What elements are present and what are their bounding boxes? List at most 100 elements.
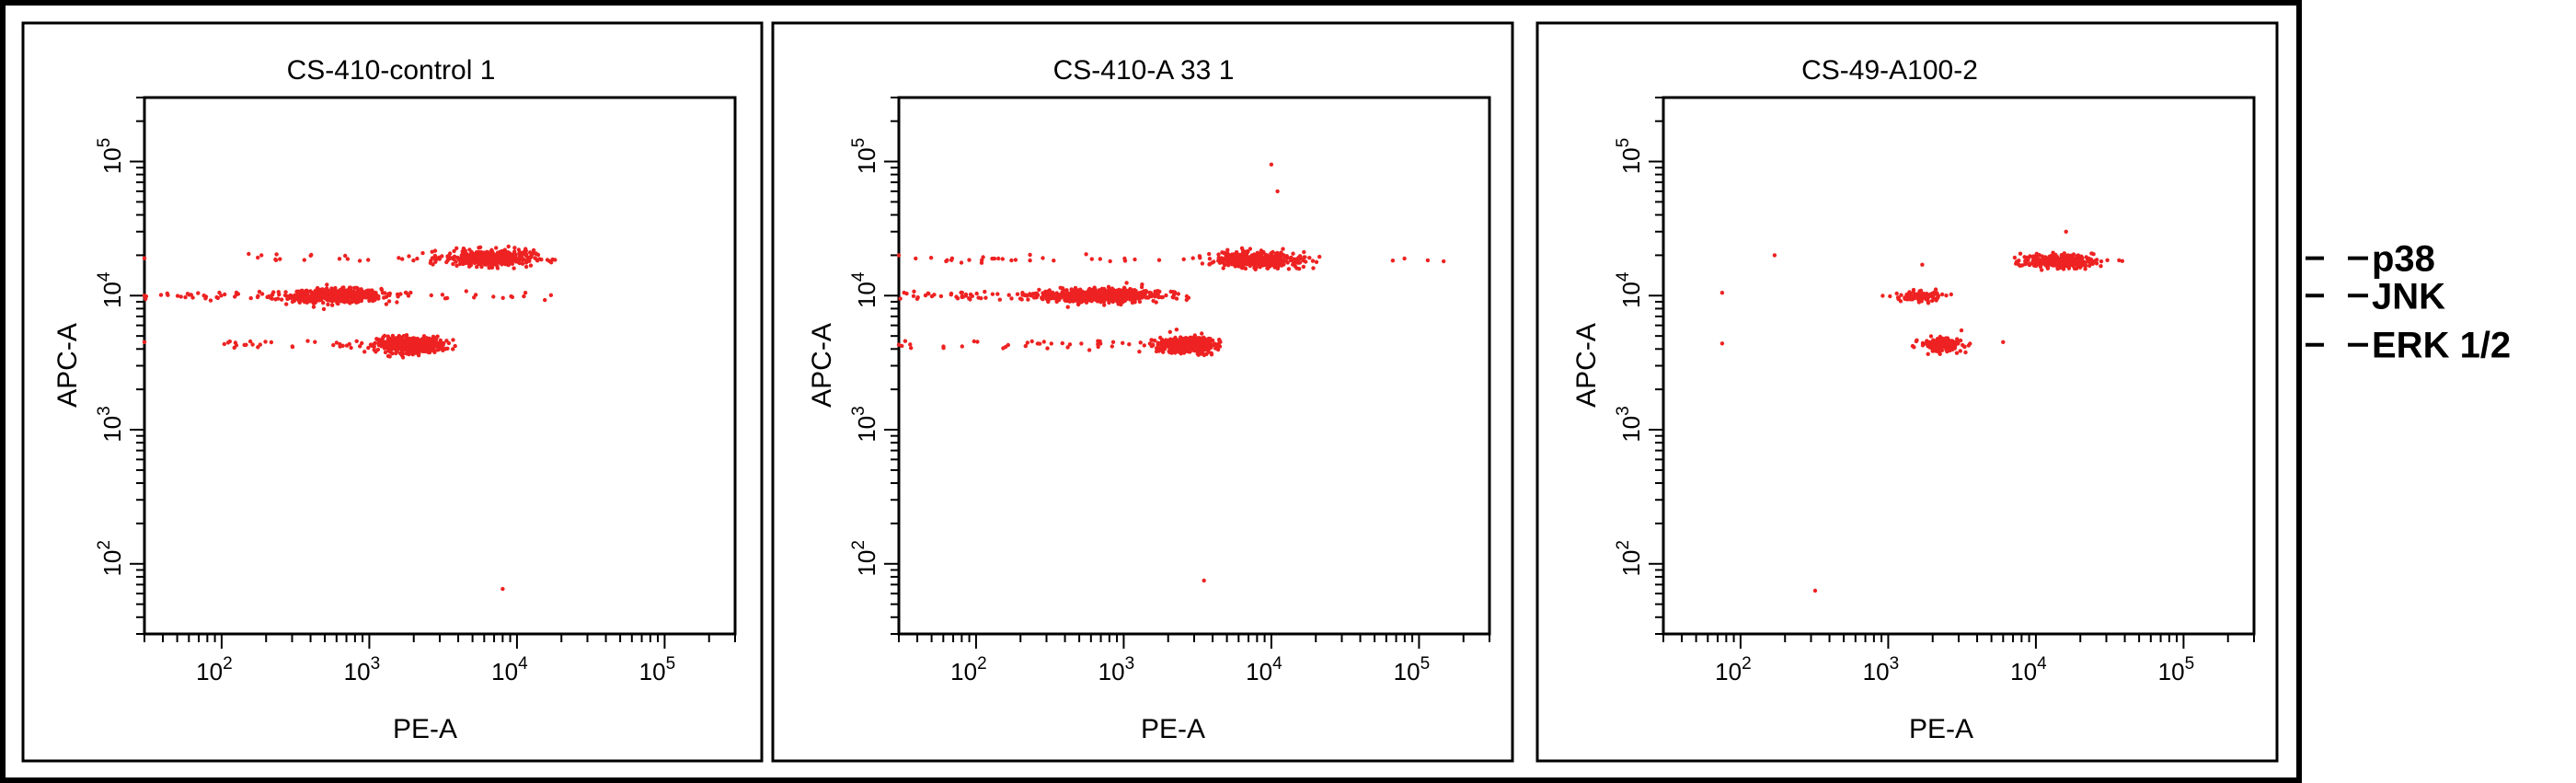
- cluster-point: [369, 343, 374, 348]
- streak-point: [1122, 259, 1128, 263]
- streak-point: [903, 339, 908, 343]
- cluster-point: [1279, 263, 1284, 268]
- cluster-point: [1938, 351, 1942, 356]
- cluster-point: [1202, 347, 1208, 352]
- cluster-point: [1049, 292, 1053, 296]
- cluster-point: [2036, 257, 2041, 261]
- cluster-point: [1150, 342, 1156, 347]
- outlier-point: [2001, 340, 2006, 344]
- cluster-point: [1216, 252, 1221, 257]
- cluster-point: [2024, 260, 2029, 266]
- cluster-point: [1138, 294, 1143, 298]
- cluster-point: [1926, 301, 1931, 305]
- cluster-point: [407, 351, 411, 357]
- cluster-point: [1123, 290, 1129, 294]
- cluster-point: [1201, 339, 1205, 344]
- cluster-point: [1074, 288, 1079, 294]
- cluster-point: [1222, 250, 1226, 256]
- cluster-point: [1148, 291, 1154, 295]
- streak-point: [1084, 252, 1088, 257]
- cluster-point: [355, 286, 360, 291]
- cluster-point: [475, 254, 479, 259]
- streak-point: [406, 294, 411, 298]
- cluster-point: [1920, 343, 1926, 348]
- cluster-point: [392, 342, 397, 347]
- cluster-point: [2018, 251, 2023, 256]
- cluster-point: [508, 251, 512, 256]
- streak-point: [1006, 293, 1011, 297]
- cluster-point: [413, 347, 418, 351]
- streak-point: [397, 256, 401, 260]
- streak-point: [923, 293, 928, 298]
- streak-point: [278, 257, 282, 261]
- streak-point: [1079, 341, 1084, 346]
- streak-point: [407, 254, 411, 259]
- cluster-point: [399, 353, 405, 358]
- cluster-point: [523, 252, 528, 257]
- cluster-point: [387, 293, 392, 298]
- cluster-point: [1215, 345, 1220, 350]
- streak-point: [158, 293, 164, 297]
- cluster-point: [1954, 351, 1960, 355]
- cluster-point: [1058, 293, 1064, 297]
- streak-point: [443, 296, 448, 301]
- cluster-point: [1227, 255, 1232, 259]
- cluster-point: [302, 300, 307, 305]
- streak-point: [968, 297, 972, 302]
- cluster-point: [309, 291, 314, 295]
- cluster-point: [1137, 350, 1142, 354]
- cluster-point: [1926, 351, 1930, 356]
- cluster-point: [375, 347, 381, 352]
- cluster-point: [1174, 341, 1179, 346]
- streak-point: [522, 294, 526, 299]
- y-tick-label: 104: [849, 271, 880, 308]
- cluster-point: [528, 263, 534, 268]
- cluster-point: [451, 255, 456, 259]
- streak-point: [1110, 344, 1115, 349]
- streak-point: [247, 339, 253, 344]
- y-tick-label: 103: [1614, 406, 1645, 443]
- cluster-point: [1082, 294, 1087, 300]
- streak-point: [975, 340, 980, 344]
- cluster-point: [1055, 296, 1061, 301]
- cluster-point: [1949, 346, 1955, 351]
- cluster-point: [331, 290, 336, 294]
- cluster-point: [1190, 338, 1194, 342]
- cluster-point: [1164, 341, 1168, 346]
- cluster-point: [438, 338, 443, 343]
- cluster-point: [1931, 294, 1936, 300]
- cluster-point: [419, 348, 423, 353]
- cluster-point: [467, 248, 472, 252]
- cluster-point: [426, 349, 431, 353]
- cluster-point: [387, 339, 393, 344]
- cluster-point: [330, 295, 335, 300]
- cluster-point: [380, 338, 385, 342]
- cluster-point: [1133, 288, 1137, 293]
- cluster-point: [2044, 258, 2049, 262]
- cluster-point: [1245, 258, 1249, 263]
- cluster-point: [352, 295, 357, 300]
- cluster-point: [1233, 264, 1237, 269]
- cluster-point: [1197, 254, 1202, 259]
- streak-point: [223, 292, 227, 297]
- cluster-point: [493, 253, 498, 258]
- streak-point: [185, 292, 190, 296]
- cluster-point: [326, 302, 330, 307]
- cluster-point: [1182, 340, 1187, 344]
- cluster-point: [531, 248, 536, 253]
- y-tick-label: 105: [1614, 138, 1645, 175]
- cluster-point: [321, 306, 327, 312]
- cluster-point: [1271, 254, 1275, 259]
- outlier-point: [142, 340, 147, 344]
- cluster-point: [512, 246, 517, 250]
- cluster-point: [477, 258, 481, 262]
- y-tick-label: 105: [849, 138, 880, 175]
- cluster-point: [2083, 263, 2088, 269]
- cluster-point: [454, 263, 459, 268]
- cluster-point: [2053, 263, 2058, 268]
- cluster-point: [1880, 294, 1885, 298]
- cluster-point: [1888, 294, 1892, 299]
- x-tick-label: 103: [1863, 654, 1899, 685]
- cluster-point: [1925, 292, 1929, 296]
